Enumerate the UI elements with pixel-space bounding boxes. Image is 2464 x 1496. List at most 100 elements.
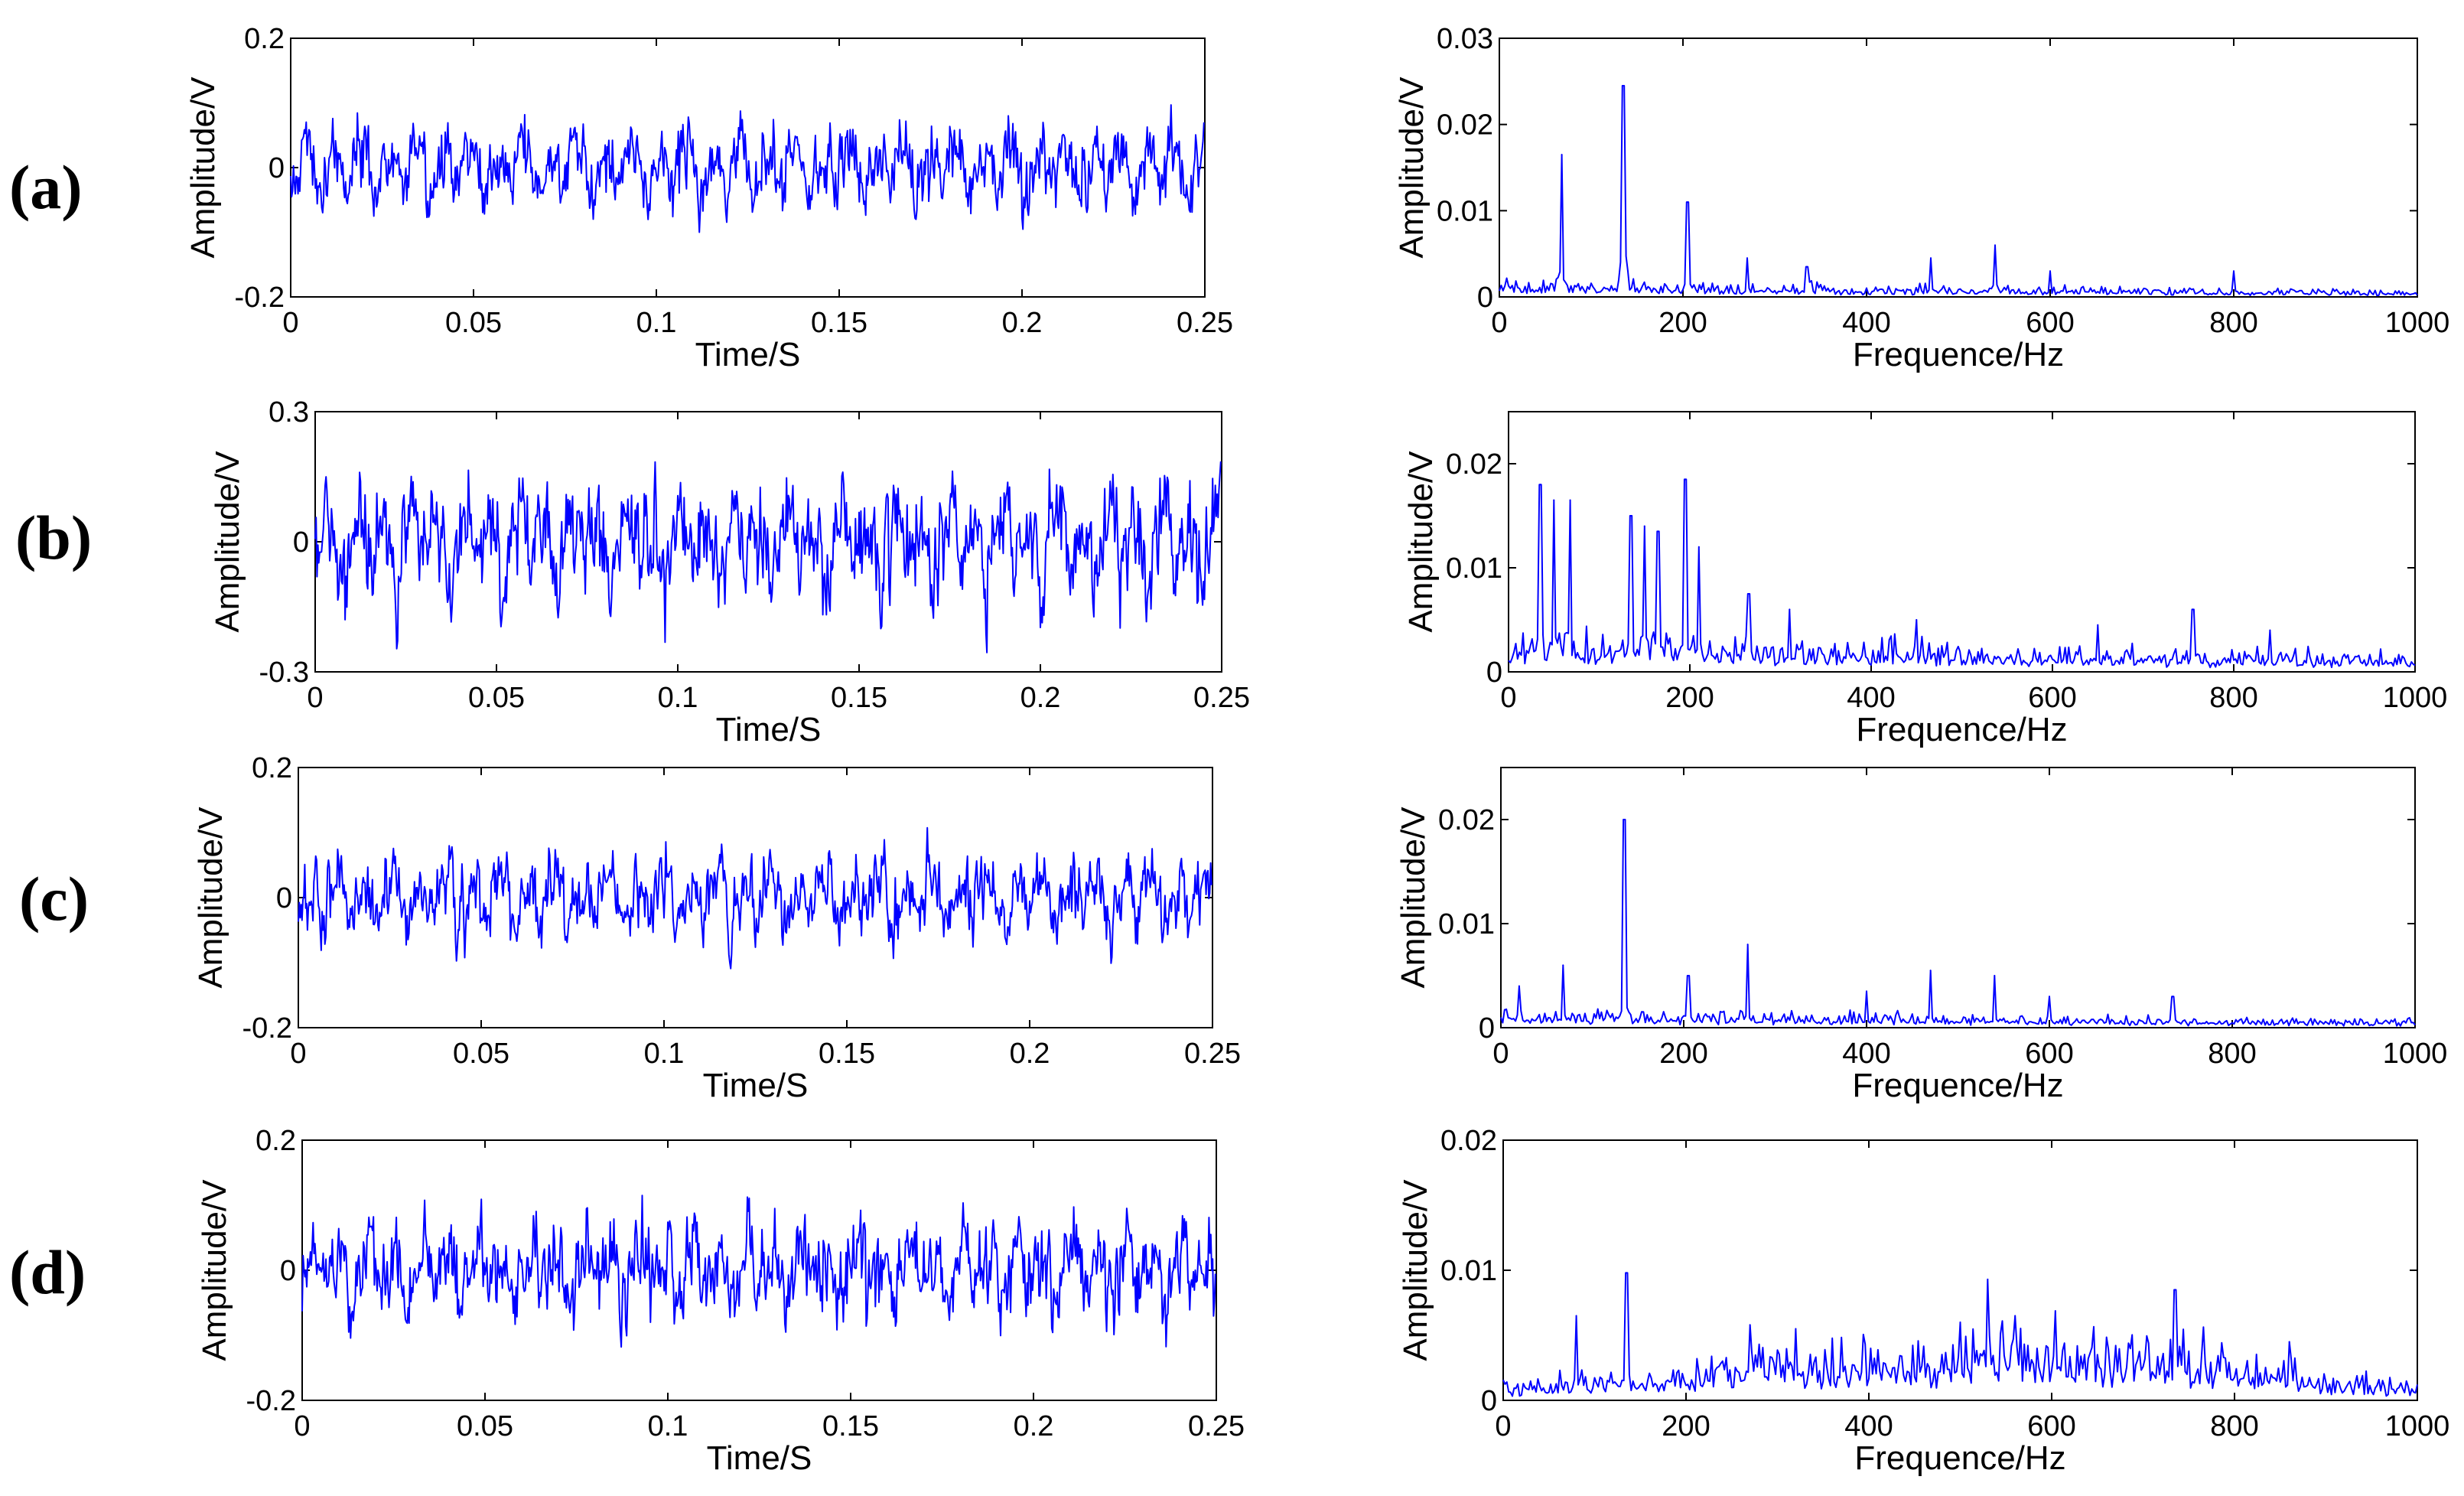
spectrum-peak — [2233, 270, 2235, 272]
time-y-tick-label: 0.2 — [256, 1125, 296, 1157]
freq-x-tick-label: 400 — [1842, 307, 1890, 339]
freq-x-tick-label: 600 — [2027, 1410, 2075, 1442]
spectrum-peak — [1539, 484, 1541, 486]
time-x-axis-label: Time/S — [707, 1439, 812, 1477]
spectrum-peak — [1657, 530, 1659, 533]
freq-plot-frame-1 — [1508, 411, 2416, 673]
time-y-axis-label: Amplitude/V — [209, 451, 246, 633]
freq-x-axis-label: Frequence/Hz — [1856, 711, 2067, 748]
spectrum-peak — [1795, 1328, 1797, 1330]
spectrum-peak — [1987, 1278, 1989, 1280]
time-y-axis-label: Amplitude/V — [192, 807, 229, 989]
time-x-axis-label: Time/S — [703, 1067, 809, 1104]
spectrum-peak — [1929, 970, 1932, 972]
spectrum-peak — [1959, 1322, 1961, 1323]
spectrum-peak — [1562, 964, 1564, 966]
time-x-axis-label: Time/S — [716, 711, 822, 748]
freq-x-tick-label: 600 — [2028, 682, 2076, 714]
freq-y-tick-label: 0.01 — [1446, 552, 1502, 585]
spectrum-peak — [1806, 266, 1808, 268]
freq-y-axis-label: Amplitude/V — [1393, 77, 1431, 259]
spectrum-peak — [2288, 1341, 2290, 1343]
freq-x-tick-label: 1000 — [2385, 307, 2450, 339]
spectrum-peak — [1561, 154, 1563, 156]
time-x-tick-label: 0.25 — [1184, 1038, 1241, 1070]
spectrum-peak — [1697, 546, 1700, 548]
spectrum-peak — [1930, 257, 1932, 259]
spectrum-peak — [1994, 975, 1996, 976]
panel-c: (c)0 0.05 0.1 0.15 0.2 0.25-0.200.2Time/SAmpl… — [19, 752, 2447, 1104]
time-y-axis-label: Amplitude/V — [184, 77, 222, 259]
spectrum-peak — [1575, 1315, 1577, 1317]
freq-x-tick-label: 1000 — [2383, 682, 2448, 714]
spectrum-peak — [1866, 990, 1867, 992]
time-x-tick-label: 0 — [307, 682, 323, 714]
freq-y-tick-label: 0.02 — [1440, 1125, 1497, 1157]
panel-label: (d) — [9, 1237, 86, 1307]
panel-label: (c) — [19, 864, 89, 934]
freq-plot-frame-0 — [1499, 37, 2418, 298]
time-y-tick-label: 0 — [276, 882, 292, 914]
freq-x-axis-label: Frequence/Hz — [1853, 336, 2064, 373]
freq-y-tick-label: 0 — [1479, 1012, 1495, 1045]
time-x-tick-label: 0.1 — [648, 1410, 688, 1442]
freq-x-tick-label: 200 — [1665, 682, 1714, 714]
panel-label: (a) — [9, 152, 83, 222]
spectrum-peak — [2174, 1289, 2176, 1291]
spectrum-peak — [1626, 1272, 1628, 1274]
freq-x-tick-label: 200 — [1659, 1038, 1707, 1070]
freq-x-tick-label: 0 — [1500, 682, 1516, 714]
freq-x-axis-label: Frequence/Hz — [1852, 1067, 2063, 1104]
freq-x-tick-label: 0 — [1491, 307, 1507, 339]
spectrum-peak — [1623, 84, 1624, 86]
time-x-tick-label: 0.2 — [1020, 682, 1061, 714]
freq-x-axis-label: Frequence/Hz — [1854, 1439, 2065, 1477]
time-y-axis-label: Amplitude/V — [196, 1179, 233, 1361]
freq-y-tick-label: 0.01 — [1440, 1255, 1497, 1287]
time-x-tick-label: 0.25 — [1193, 682, 1250, 714]
freq-x-tick-label: 200 — [1662, 1410, 1710, 1442]
time-x-tick-label: 0.2 — [1010, 1038, 1050, 1070]
freq-x-tick-label: 400 — [1847, 682, 1895, 714]
freq-x-tick-label: 1000 — [2383, 1038, 2448, 1070]
time-y-tick-label: 0.2 — [244, 23, 285, 55]
spectrum-peak — [1746, 944, 1749, 946]
time-x-tick-label: 0 — [282, 307, 298, 339]
freq-x-tick-label: 0 — [1492, 1038, 1509, 1070]
time-x-tick-label: 0.15 — [811, 307, 867, 339]
spectrum-peak — [1684, 478, 1687, 481]
time-x-tick-label: 0.2 — [1014, 1410, 1054, 1442]
spectrum-peak — [1687, 201, 1688, 204]
time-x-tick-label: 0.05 — [457, 1410, 513, 1442]
time-x-tick-label: 0.1 — [658, 682, 698, 714]
time-y-tick-label: -0.2 — [242, 1012, 292, 1045]
time-y-tick-label: 0 — [280, 1255, 296, 1287]
freq-y-tick-label: 0.02 — [1438, 804, 1495, 836]
freq-x-tick-label: 800 — [2209, 682, 2257, 714]
freq-x-tick-label: 400 — [1842, 1038, 1890, 1070]
time-x-tick-label: 0.15 — [822, 1410, 879, 1442]
freq-y-tick-label: 0.01 — [1438, 908, 1495, 940]
panel-b: (b)0 0.05 0.1 0.15 0.2 0.25-0.300.3Time/SAmpl… — [15, 396, 2447, 748]
time-y-tick-label: 0 — [269, 152, 285, 184]
time-signal-line — [298, 826, 1212, 970]
spectrum-peak — [2172, 996, 2174, 998]
freq-x-tick-label: 200 — [1658, 307, 1707, 339]
spectrum-peak — [1629, 515, 1632, 517]
freq-x-tick-label: 400 — [1844, 1410, 1893, 1442]
time-y-tick-label: -0.3 — [259, 657, 309, 689]
spectrum-peak — [1518, 985, 1520, 987]
time-signal-line — [314, 461, 1222, 653]
freq-x-tick-label: 800 — [2209, 307, 2257, 339]
freq-y-tick-label: 0 — [1486, 657, 1502, 689]
freq-y-axis-label: Amplitude/V — [1397, 1179, 1434, 1361]
spectrum-peak — [1643, 525, 1645, 527]
freq-y-tick-label: 0 — [1481, 1385, 1497, 1417]
freq-x-tick-label: 0 — [1495, 1410, 1511, 1442]
freq-x-tick-label: 600 — [2025, 1038, 2073, 1070]
spectrum-line — [1500, 819, 2416, 1027]
time-signal-line — [290, 104, 1205, 233]
time-x-tick-label: 0.1 — [644, 1038, 685, 1070]
spectrum-peak — [1994, 244, 1996, 246]
